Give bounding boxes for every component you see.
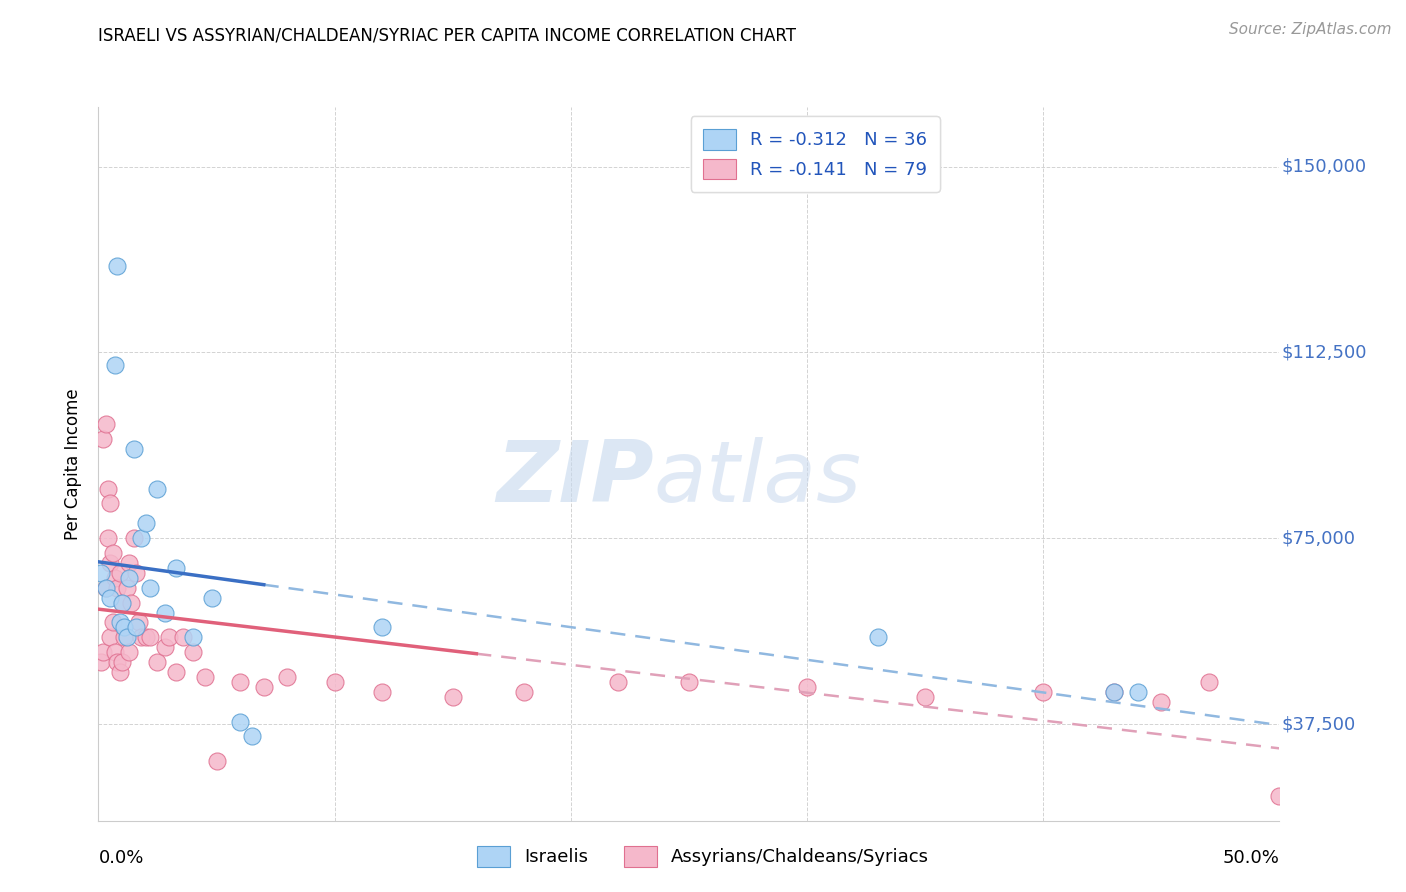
Y-axis label: Per Capita Income: Per Capita Income [65, 388, 83, 540]
Point [98, 630, 121, 644]
Legend: Israelis, Assyrians/Chaldeans/Syriacs: Israelis, Assyrians/Chaldeans/Syriacs [470, 838, 936, 874]
Point [1150, 695, 1173, 709]
Point [101, 615, 124, 630]
Point [97, 482, 120, 496]
Text: $112,500: $112,500 [1282, 343, 1367, 361]
Point [253, 680, 276, 694]
Point [129, 531, 152, 545]
Text: $150,000: $150,000 [1282, 158, 1367, 176]
Point [108, 665, 131, 679]
Point [135, 630, 157, 644]
Point [1032, 685, 1054, 699]
Point [122, 442, 145, 456]
Point [104, 358, 127, 372]
Point [1268, 789, 1291, 803]
Point [112, 620, 135, 634]
Point [129, 630, 152, 644]
Point [111, 596, 134, 610]
Point [115, 630, 138, 644]
Text: $75,000: $75,000 [1282, 529, 1355, 547]
Point [146, 655, 169, 669]
Point [165, 665, 187, 679]
Point [139, 630, 162, 644]
Point [135, 516, 157, 531]
Point [371, 685, 394, 699]
Point [194, 670, 217, 684]
Point [229, 714, 252, 729]
Point [172, 630, 194, 644]
Point [122, 531, 145, 545]
Point [115, 581, 138, 595]
Point [205, 754, 228, 768]
Point [105, 655, 128, 669]
Point [139, 581, 162, 595]
Point [94, 581, 117, 595]
Text: ISRAELI VS ASSYRIAN/CHALDEAN/SYRIAC PER CAPITA INCOME CORRELATION CHART: ISRAELI VS ASSYRIAN/CHALDEAN/SYRIAC PER … [98, 27, 796, 45]
Text: 50.0%: 50.0% [1223, 849, 1279, 867]
Point [153, 640, 176, 655]
Point [108, 615, 131, 630]
Text: ZIP: ZIP [496, 436, 654, 520]
Point [98, 591, 121, 605]
Point [105, 259, 128, 273]
Point [125, 620, 148, 634]
Point [240, 730, 263, 744]
Point [796, 680, 818, 694]
Point [1102, 685, 1125, 699]
Point [1126, 685, 1149, 699]
Legend: R = -0.312   N = 36, R = -0.141   N = 79: R = -0.312 N = 36, R = -0.141 N = 79 [690, 116, 939, 192]
Point [181, 645, 204, 659]
Point [128, 615, 150, 630]
Point [91, 432, 114, 446]
Text: Source: ZipAtlas.com: Source: ZipAtlas.com [1229, 22, 1392, 37]
Point [118, 556, 141, 570]
Point [94, 581, 117, 595]
Point [512, 685, 534, 699]
Point [201, 591, 224, 605]
Point [1198, 674, 1220, 689]
Point [91, 645, 114, 659]
Point [181, 630, 204, 644]
Point [104, 645, 127, 659]
Point [678, 674, 700, 689]
Point [276, 670, 298, 684]
Point [441, 690, 464, 704]
Text: $37,500: $37,500 [1282, 715, 1355, 733]
Point [165, 561, 187, 575]
Point [153, 606, 176, 620]
Point [866, 630, 889, 644]
Point [229, 674, 252, 689]
Point [104, 571, 127, 585]
Point [105, 581, 128, 595]
Point [157, 630, 180, 644]
Point [98, 556, 121, 570]
Point [125, 566, 148, 580]
Point [90, 566, 112, 580]
Point [98, 496, 121, 510]
Point [112, 630, 135, 644]
Point [90, 655, 112, 669]
Point [371, 620, 394, 634]
Point [111, 655, 134, 669]
Point [1102, 685, 1125, 699]
Text: atlas: atlas [654, 436, 862, 520]
Text: 0.0%: 0.0% [98, 849, 143, 867]
Point [111, 596, 134, 610]
Point [121, 596, 143, 610]
Point [146, 482, 169, 496]
Point [94, 417, 117, 432]
Point [323, 674, 346, 689]
Point [118, 645, 141, 659]
Point [607, 674, 630, 689]
Point [108, 566, 131, 580]
Point [118, 571, 141, 585]
Point [914, 690, 936, 704]
Point [97, 531, 120, 545]
Point [101, 546, 124, 560]
